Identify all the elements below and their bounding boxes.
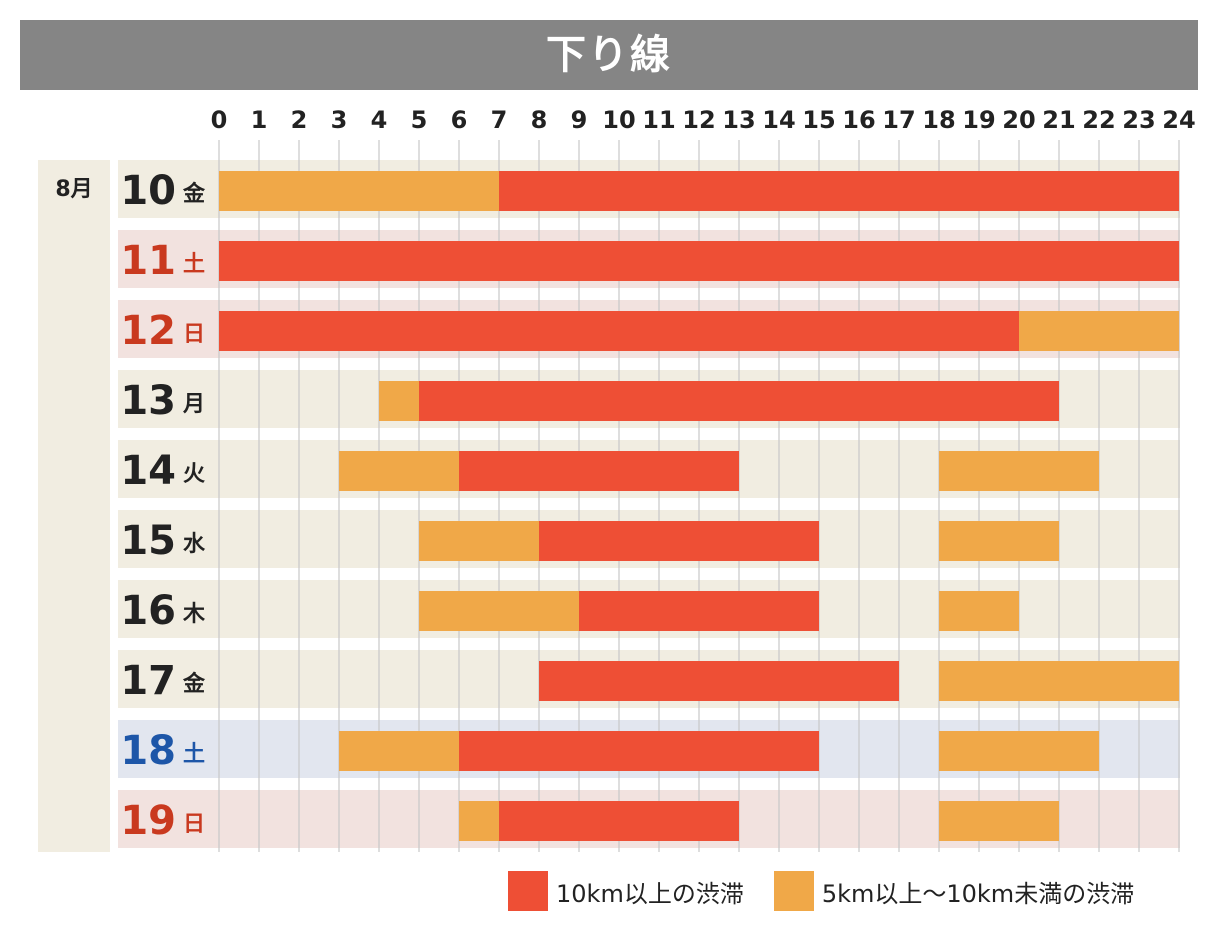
bar-16-severe-1 [579,591,819,631]
bar-17-severe-0 [539,661,899,701]
hour-label: 18 [922,106,955,134]
day-weekday: 土 [183,742,205,767]
legend-item-severe: 10km以上の渋滞 [508,871,744,911]
bar-19-moderate-0 [459,801,499,841]
day-number: 19 [120,798,176,844]
day-weekday: 日 [183,322,205,347]
bar-14-moderate-0 [339,451,459,491]
bar-15-moderate-2 [939,521,1059,561]
congestion-bars [219,171,1179,841]
day-number: 16 [120,588,176,634]
day-number: 15 [120,518,176,564]
day-number: 18 [120,728,176,774]
hour-label: 0 [211,106,228,134]
hour-label: 13 [722,106,755,134]
hour-label: 4 [371,106,388,134]
hour-label: 2 [291,106,308,134]
day-weekday: 月 [182,392,205,417]
hour-label: 21 [1042,106,1075,134]
month-column-bg [38,160,110,852]
day-weekday: 日 [183,812,205,837]
hour-label: 16 [842,106,875,134]
legend: 10km以上の渋滞 5km以上〜10km未満の渋滞 [508,870,1134,912]
bar-12-severe-0 [219,311,1019,351]
hour-label: 10 [602,106,635,134]
bar-11-severe-0 [219,241,1179,281]
bar-13-severe-1 [419,381,1059,421]
hour-label: 12 [682,106,715,134]
bar-17-moderate-1 [939,661,1179,701]
bar-16-moderate-2 [939,591,1019,631]
bar-12-moderate-1 [1019,311,1179,351]
hour-label: 3 [331,106,348,134]
hour-label: 19 [962,106,995,134]
day-number: 13 [120,378,176,424]
bar-10-severe-1 [499,171,1179,211]
legend-label-severe: 10km以上の渋滞 [556,879,744,908]
hour-label: 14 [762,106,795,134]
hour-axis: 0 1 2 3 4 5 6 7 8 9 10 11 12 13 14 15 16 17 18 19 20 21 22 23 24 [211,106,1196,134]
hour-label: 1 [251,106,268,134]
hour-label: 24 [1162,106,1195,134]
hour-label: 6 [451,106,468,134]
day-weekday: 木 [182,602,206,627]
hour-label: 23 [1122,106,1155,134]
bar-14-moderate-2 [939,451,1099,491]
bar-16-moderate-0 [419,591,579,631]
legend-item-moderate: 5km以上〜10km未満の渋滞 [773,871,1135,911]
month-label: 8月 [55,177,92,202]
bar-15-moderate-0 [419,521,539,561]
hour-label: 15 [802,106,835,134]
day-number: 11 [120,238,176,284]
hour-label: 22 [1082,106,1115,134]
bar-15-severe-1 [539,521,819,561]
day-weekday: 金 [182,671,206,697]
bar-13-moderate-0 [379,381,419,421]
legend-swatch-severe [508,871,548,911]
day-number: 12 [120,308,176,354]
legend-swatch-moderate [773,871,814,911]
day-weekday: 土 [183,252,205,277]
bar-19-severe-1 [499,801,739,841]
day-labels: 10 金11 土12 日13 月14 火15 水16 木17 金18 土19 日 [120,168,206,844]
bar-14-severe-1 [459,451,739,491]
bar-18-moderate-0 [339,731,459,771]
bar-18-moderate-2 [939,731,1099,771]
day-weekday: 金 [182,181,206,207]
day-number: 17 [120,658,176,704]
hour-label: 9 [571,106,588,134]
month-column: 8月 [38,160,110,852]
hour-label: 7 [491,106,508,134]
day-number: 14 [120,448,176,494]
legend-label-moderate: 5km以上〜10km未満の渋滞 [821,879,1135,908]
hour-label: 5 [411,106,428,134]
bar-18-severe-1 [459,731,819,771]
hour-label: 8 [531,106,548,134]
bar-19-moderate-2 [939,801,1059,841]
chart-title: 下り線 [20,20,1198,90]
bar-10-moderate-0 [219,171,499,211]
hour-label: 17 [882,106,915,134]
day-number: 10 [120,168,176,214]
day-weekday: 水 [183,532,206,557]
hour-label: 20 [1002,106,1035,134]
hour-label: 11 [642,106,675,134]
day-weekday: 火 [183,462,205,487]
